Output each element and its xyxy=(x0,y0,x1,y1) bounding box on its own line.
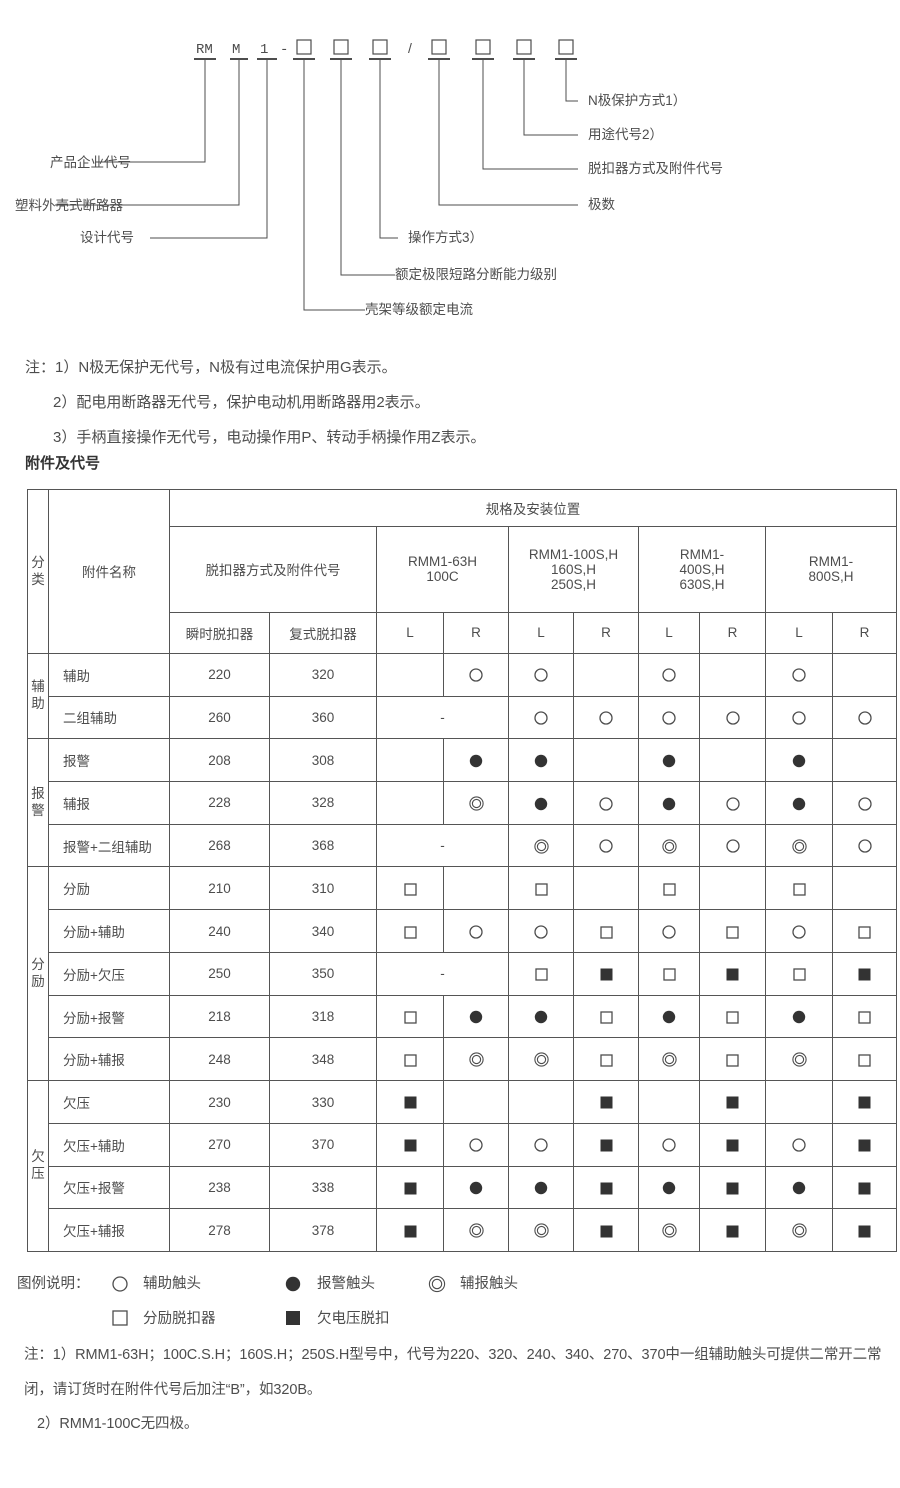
svg-text:分励脱扣器: 分励脱扣器 xyxy=(143,1310,216,1327)
svg-text:操作方式3）: 操作方式3） xyxy=(408,230,483,245)
svg-text:极数: 极数 xyxy=(588,197,616,212)
svg-text:M: M xyxy=(232,42,240,58)
svg-text:图例说明：: 图例说明： xyxy=(17,1275,90,1292)
svg-text:RM: RM xyxy=(196,42,213,58)
svg-text:报警触头: 报警触头 xyxy=(317,1275,375,1292)
svg-text:壳架等级额定电流: 壳架等级额定电流 xyxy=(365,301,473,317)
svg-text:用途代号2）: 用途代号2） xyxy=(588,126,663,142)
svg-text:辅报触头: 辅报触头 xyxy=(460,1275,518,1292)
svg-text:1: 1 xyxy=(260,42,268,58)
svg-text:额定极限短路分断能力级别: 额定极限短路分断能力级别 xyxy=(395,267,557,282)
svg-text:脱扣器方式及附件代号: 脱扣器方式及附件代号 xyxy=(588,161,723,176)
svg-text:欠电压脱扣: 欠电压脱扣 xyxy=(317,1310,390,1327)
svg-text:产品企业代号: 产品企业代号 xyxy=(50,154,131,170)
svg-text:辅助触头: 辅助触头 xyxy=(143,1275,201,1292)
svg-text:/: / xyxy=(408,40,412,56)
svg-text:N极保护方式1）: N极保护方式1） xyxy=(588,93,686,108)
svg-text:塑料外壳式断路器: 塑料外壳式断路器 xyxy=(15,198,123,213)
svg-text:设计代号: 设计代号 xyxy=(80,230,134,245)
svg-text:-: - xyxy=(280,42,288,58)
